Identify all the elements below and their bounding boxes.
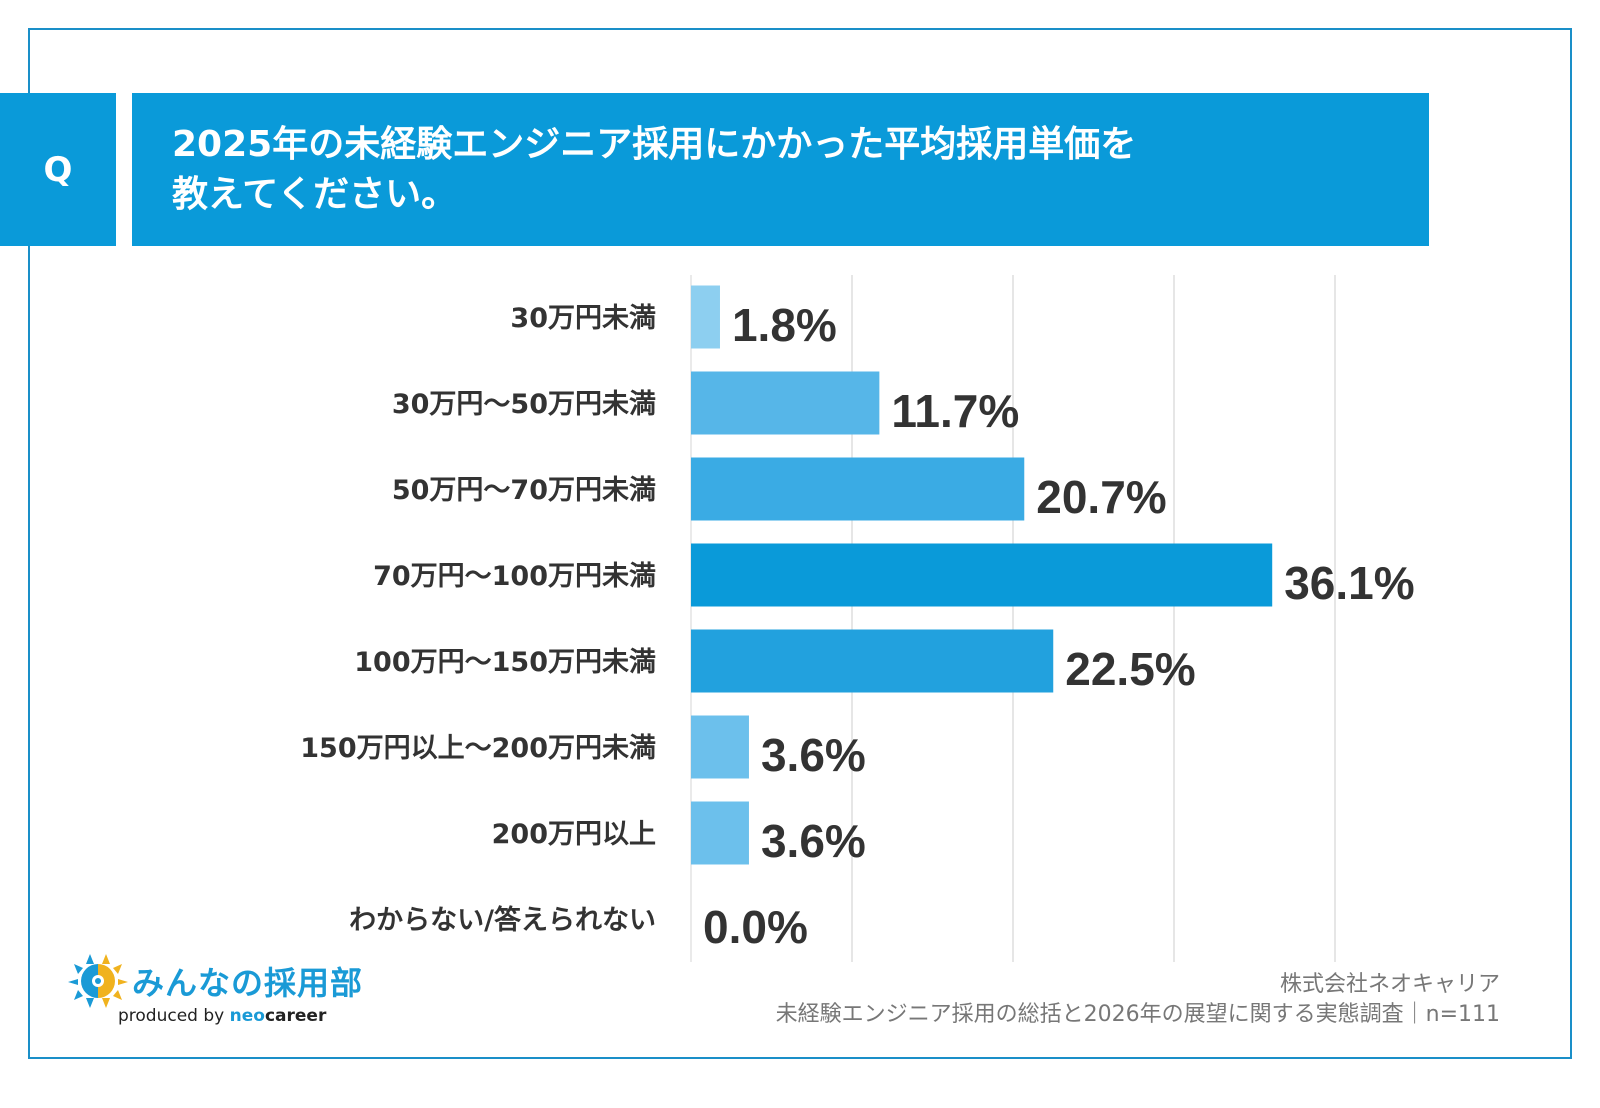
value-label: 11.7% xyxy=(891,385,1019,437)
category-label: 50万円～70万円未満 xyxy=(392,475,656,506)
category-label: 30万円～50万円未満 xyxy=(392,389,656,420)
chart-frame xyxy=(28,28,1572,1059)
brand-neo: neo xyxy=(229,1006,265,1026)
question-label: Q xyxy=(43,149,73,190)
bar xyxy=(691,629,1054,693)
question-title-line-1: 2025年の未経験エンジニア採用にかかった平均採用単価を xyxy=(172,124,1137,165)
value-label: 0.0% xyxy=(703,901,808,953)
bar xyxy=(691,715,749,779)
value-label: 20.7% xyxy=(1036,471,1166,523)
value-label: 3.6% xyxy=(761,815,866,867)
value-label: 3.6% xyxy=(761,729,866,781)
source-company: 株式会社ネオキャリア xyxy=(1279,972,1500,997)
bar xyxy=(691,457,1025,521)
minna-no-saiyoubu-logo: みんなの採用部 produced by neocareer xyxy=(68,952,398,1032)
category-label: 150万円以上～200万円未満 xyxy=(300,733,656,764)
bars xyxy=(691,285,1273,865)
category-label: わからない/答えられない xyxy=(349,904,656,936)
logo-wordmark: みんなの採用部 xyxy=(132,964,364,1002)
category-label: 200万円以上 xyxy=(492,819,656,850)
question-badge: Q xyxy=(0,93,116,246)
brand-career: career xyxy=(264,1006,327,1026)
category-labels: 30万円未満 30万円～50万円未満 50万円～70万円未満 70万円～100万円未満… xyxy=(300,303,656,936)
value-label: 22.5% xyxy=(1065,643,1195,695)
produced-by-text: produced by xyxy=(118,1006,225,1026)
value-labels: 1.8% 11.7% 20.7% 36.1% 22.5% 3.6% 3.6% 0.0% xyxy=(703,299,1415,953)
category-label: 100万円～150万円未満 xyxy=(354,647,656,678)
bar xyxy=(691,801,749,865)
sun-face-icon xyxy=(68,954,128,1008)
bar xyxy=(691,285,720,349)
produced-by-line: produced by neocareer xyxy=(118,1006,326,1026)
source-survey: 未経験エンジニア採用の総括と2026年の展望に関する実態調査｜n=111 xyxy=(775,1002,1500,1027)
question-title: 2025年の未経験エンジニア採用にかかった平均採用単価を 教えてください。 xyxy=(132,93,1429,246)
bar xyxy=(691,543,1273,607)
bar xyxy=(691,371,880,435)
question-title-line-2: 教えてください。 xyxy=(172,174,458,215)
category-label: 70万円～100万円未満 xyxy=(373,561,656,592)
source-note: 株式会社ネオキャリア 未経験エンジニア採用の総括と2026年の展望に関する実態調… xyxy=(776,970,1500,1030)
category-label: 30万円未満 xyxy=(510,303,656,334)
value-label: 1.8% xyxy=(732,299,837,351)
value-label: 36.1% xyxy=(1284,557,1414,609)
